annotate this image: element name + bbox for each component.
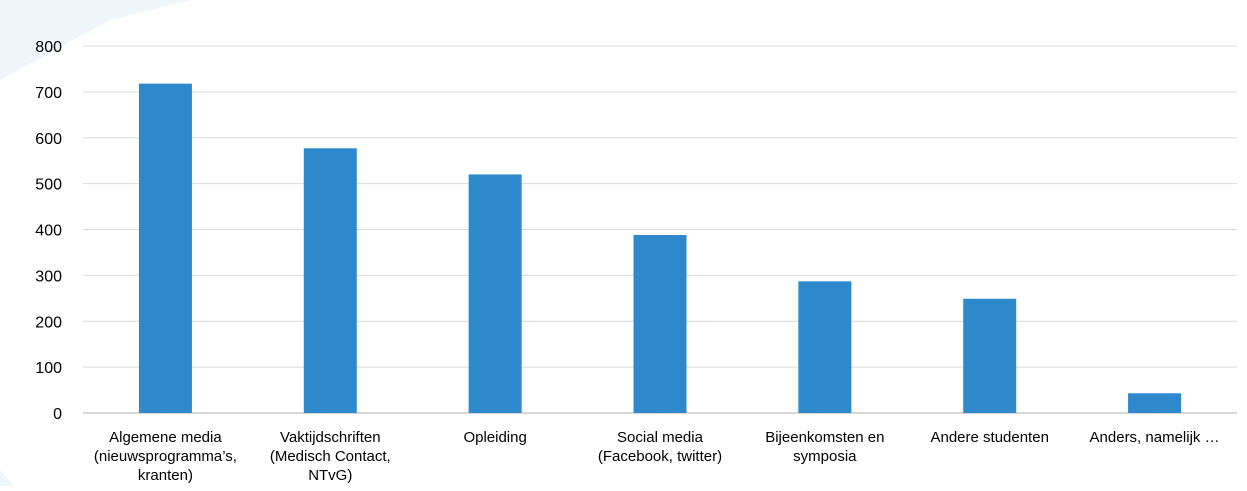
x-category-label: Andere studenten <box>930 429 1048 446</box>
bar <box>139 84 192 413</box>
y-tick-label: 300 <box>35 268 62 285</box>
background-decoration <box>0 0 190 80</box>
bar <box>798 281 851 413</box>
x-axis-category-labels: Algemene media (nieuwsprogramma’s, kranten… <box>94 429 1220 484</box>
x-category-label: Bijeenkomsten en symposia <box>765 429 884 465</box>
y-tick-label: 700 <box>35 85 62 102</box>
x-category-label: Social media (Facebook, twitter) <box>598 429 722 465</box>
x-category-label-line: Anders, namelijk … <box>1090 429 1220 446</box>
x-category-label-line: (Medisch Contact, <box>270 448 391 465</box>
y-tick-label: 100 <box>35 360 62 377</box>
x-category-label: Vaktijdschriften (Medisch Contact, NTvG) <box>270 429 391 484</box>
bar <box>469 174 522 413</box>
x-category-label-line: Andere studenten <box>930 429 1048 446</box>
x-category-label-line: symposia <box>793 448 857 465</box>
y-axis-tick-labels: 0 100 200 300 400 500 600 700 800 <box>35 39 62 423</box>
x-category-label-line: Opleiding <box>463 429 526 446</box>
x-category-label-line: Algemene media <box>109 429 222 446</box>
y-tick-label: 400 <box>35 223 62 240</box>
x-category-label-line: (Facebook, twitter) <box>598 448 722 465</box>
x-category-label-line: NTvG) <box>308 467 352 484</box>
background-decoration-bottom <box>0 470 14 486</box>
y-tick-label: 0 <box>53 406 62 423</box>
bar <box>963 299 1016 413</box>
x-category-label-line: Vaktijdschriften <box>280 429 381 446</box>
bar <box>304 148 357 413</box>
y-tick-label: 800 <box>35 39 62 56</box>
x-category-label: Opleiding <box>463 429 526 446</box>
x-category-label-line: kranten) <box>138 467 193 484</box>
x-category-label-line: Social media <box>617 429 704 446</box>
bar <box>634 235 687 413</box>
x-category-label-line: Bijeenkomsten en <box>765 429 884 446</box>
bars <box>139 84 1181 413</box>
y-tick-label: 600 <box>35 131 62 148</box>
x-category-label: Anders, namelijk … <box>1090 429 1220 446</box>
x-category-label-line: (nieuwsprogramma’s, <box>94 448 237 465</box>
y-tick-label: 200 <box>35 314 62 331</box>
x-category-label: Algemene media (nieuwsprogramma’s, kranten… <box>94 429 237 484</box>
y-tick-label: 500 <box>35 177 62 194</box>
bar <box>1128 393 1181 413</box>
